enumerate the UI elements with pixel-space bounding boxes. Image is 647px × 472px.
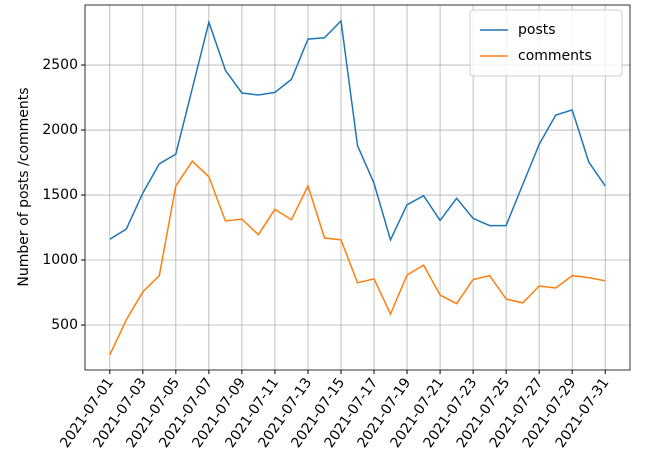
y-axis-label: Number of posts /comments bbox=[16, 87, 32, 286]
legend: posts comments bbox=[469, 9, 623, 77]
plot-frame bbox=[84, 4, 631, 371]
legend-box bbox=[469, 9, 623, 77]
y-tick-label: 500 bbox=[51, 317, 78, 333]
series-line bbox=[109, 160, 606, 356]
y-tick-label: 2500 bbox=[42, 57, 78, 73]
y-tick-label: 1000 bbox=[42, 252, 78, 268]
y-tick-label: 1500 bbox=[42, 187, 78, 203]
series-line bbox=[109, 19, 606, 243]
legend-label: posts bbox=[518, 22, 556, 38]
legend-label: comments bbox=[518, 48, 592, 64]
y-tick-label: 2000 bbox=[42, 122, 78, 138]
